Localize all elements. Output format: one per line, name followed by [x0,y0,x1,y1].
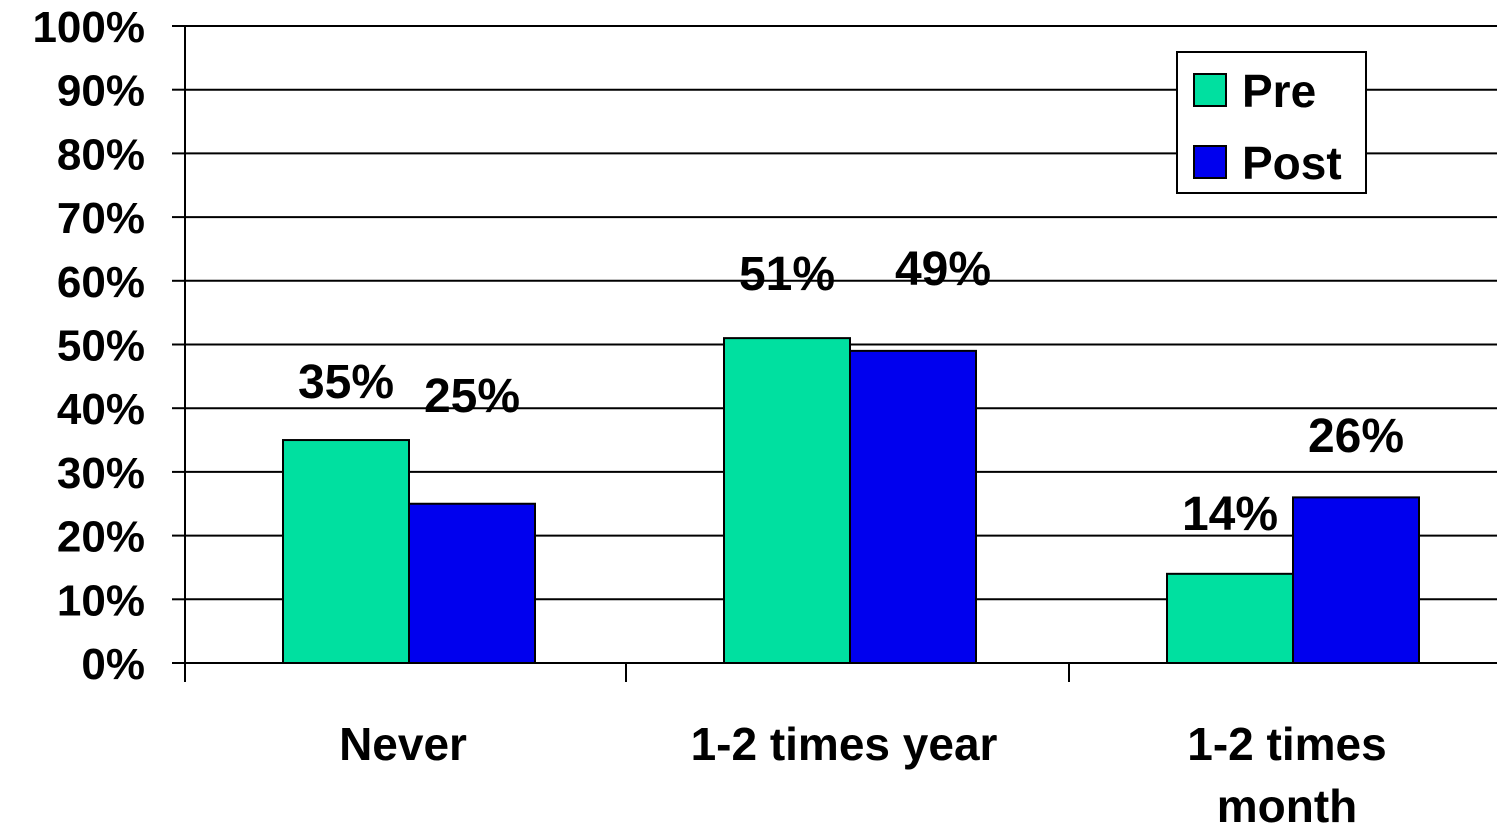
legend-swatch-pre [1193,73,1227,107]
bars [282,337,1420,665]
bar-post-1 [849,349,977,664]
legend-label-post: Post [1242,137,1342,189]
axes: 0% 10% 20% 30% 40% 50% 60% 70% 80% 90% 100% Never 1-… [32,3,1497,832]
bar-pre-2 [1166,572,1294,665]
y-tick-label: 10% [57,576,145,625]
y-tick-label: 90% [57,67,145,116]
data-label-post-2: 26% [1308,410,1404,463]
x-category-label: Never [339,718,467,770]
bar-post-0 [408,502,536,664]
y-tick-label: 20% [57,513,145,562]
y-tick-label: 40% [57,385,145,434]
data-label-pre-0: 35% [298,356,394,409]
x-category-label: 1-2 times [1187,718,1386,770]
legend-label-pre: Pre [1242,65,1316,117]
bar-pre-0 [282,439,410,664]
data-label-post-1: 49% [895,243,991,296]
bar-pre-1 [723,337,851,664]
y-tick-label: 80% [57,130,145,179]
y-tick-label: 0% [81,640,145,689]
legend: Pre Post [1176,51,1367,194]
y-tick-label: 30% [57,449,145,498]
legend-swatch-post [1193,145,1227,179]
y-tick-label: 50% [57,322,145,371]
data-labels: 35% 25% 51% 49% 14% 26% [298,243,1404,541]
bar-post-2 [1292,496,1420,664]
x-category-label: month [1217,780,1358,827]
x-category-label: 1-2 times year [691,718,998,770]
data-label-pre-2: 14% [1182,488,1278,541]
y-tick-label: 100% [32,3,145,52]
y-tick-label: 60% [57,258,145,307]
y-tick-label: 70% [57,194,145,243]
data-label-post-0: 25% [424,370,520,423]
data-label-pre-1: 51% [739,248,835,301]
